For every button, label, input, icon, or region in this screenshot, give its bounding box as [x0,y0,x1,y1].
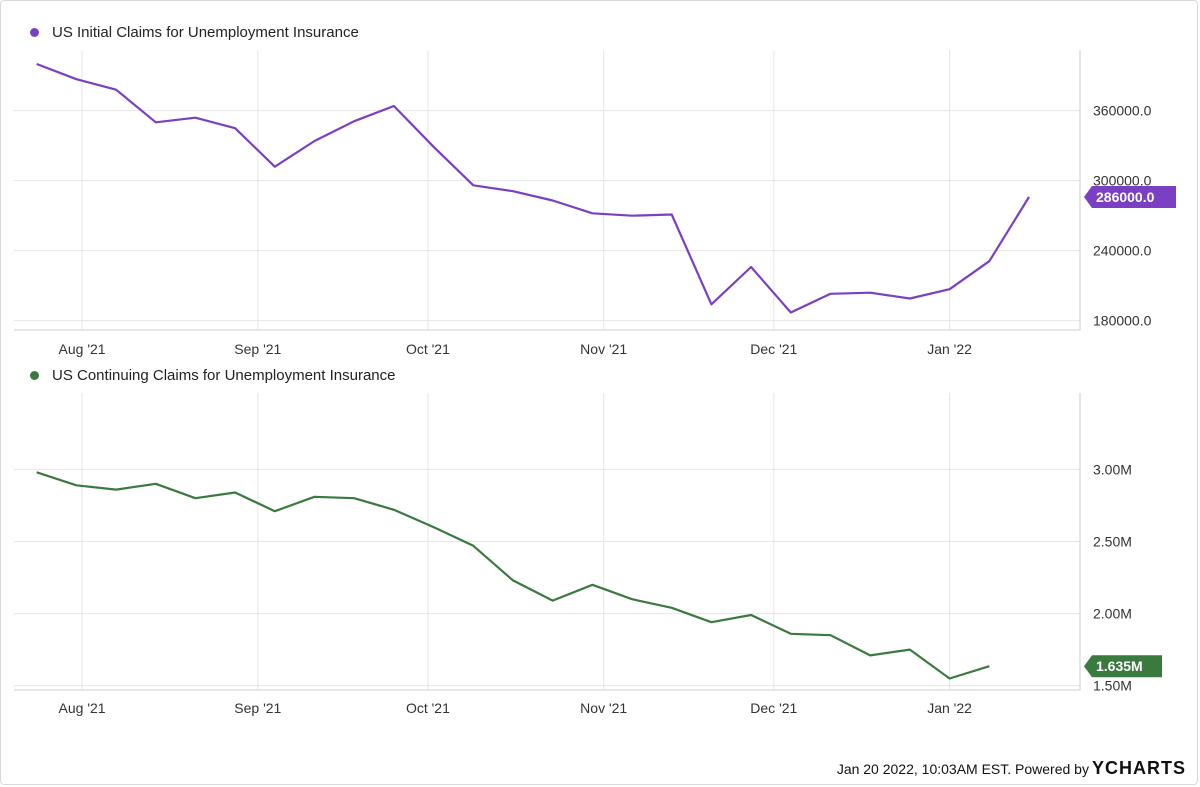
x-tick-label: Jan '22 [927,341,972,357]
x-tick-label: Jan '22 [927,700,972,716]
last-value-tag [1084,655,1162,678]
legend-label-initial-claims: US Initial Claims for Unemployment Insur… [52,24,359,41]
legend-dot-icon [30,371,39,380]
y-tick-label: 3.00M [1093,461,1132,477]
x-tick-label: Dec '21 [750,341,797,357]
x-tick-label: Nov '21 [580,341,627,357]
legend-label-continuing-claims: US Continuing Claims for Unemployment In… [52,367,396,384]
series-line [36,471,990,680]
x-tick-label: Sep '21 [234,700,281,716]
ycharts-logo-text: CHARTS [1105,758,1186,778]
x-tick-label: Dec '21 [750,700,797,716]
y-tick-label: 2.50M [1093,534,1132,550]
x-tick-label: Aug '21 [59,341,106,357]
x-tick-label: Oct '21 [406,700,450,716]
legend-dot-icon [30,28,39,37]
y-tick-label: 300000.0 [1093,173,1152,189]
legend-initial-claims: US Initial Claims for Unemployment Insur… [30,24,359,41]
footer-timestamp: Jan 20 2022, 10:03AM EST. Powered by [836,760,1089,777]
x-tick-label: Sep '21 [234,341,281,357]
footer: Jan 20 2022, 10:03AM EST. Powered by YCH… [837,758,1186,779]
last-value-label: 286000.0 [1096,189,1155,205]
last-value-tag [1084,186,1176,208]
last-value-label: 1.635M [1096,658,1143,674]
x-tick-label: Oct '21 [406,341,450,357]
series-line [36,62,1030,314]
ycharts-logo: YCHARTS [1092,758,1186,779]
y-tick-label: 180000.0 [1093,313,1152,329]
y-tick-label: 240000.0 [1093,243,1152,259]
legend-continuing-claims: US Continuing Claims for Unemployment In… [30,367,395,384]
y-tick-label: 1.50M [1093,678,1132,694]
x-tick-label: Nov '21 [580,700,627,716]
ycharts-logo-y: Y [1091,758,1105,778]
y-tick-label: 360000.0 [1093,103,1152,119]
y-tick-label: 2.00M [1093,606,1132,622]
x-tick-label: Aug '21 [59,700,106,716]
